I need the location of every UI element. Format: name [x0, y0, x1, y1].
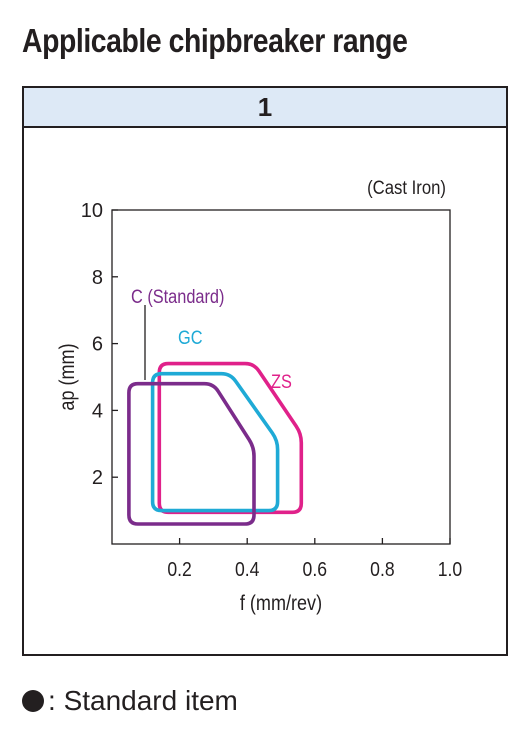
- y-tick-label: 8: [92, 267, 103, 289]
- y-tick-label: 4: [92, 400, 103, 422]
- filled-circle-icon: [22, 690, 44, 712]
- chart-panel: 1: [22, 86, 508, 656]
- plot-frame: [111, 209, 451, 545]
- x-axis-label: f (mm/rev): [240, 592, 322, 616]
- x-tick-label: 0.6: [303, 558, 327, 580]
- y-tick-label: 10: [81, 200, 103, 222]
- panel-header: 1: [24, 88, 506, 128]
- x-tick-label: 0.2: [167, 558, 191, 580]
- series-label-gc: GC: [178, 327, 203, 348]
- footnote: : Standard item: [22, 684, 238, 718]
- y-tick-label: 2: [92, 467, 103, 489]
- series-label-c-standard: C (Standard): [131, 286, 224, 307]
- x-tick-label: 0.8: [370, 558, 394, 580]
- region-c-standard: [127, 381, 256, 526]
- x-tick-label: 0.4: [235, 558, 259, 580]
- region-gc: [150, 371, 280, 513]
- page-title: Applicable chipbreaker range: [22, 22, 408, 59]
- y-axis-label: ap (mm): [56, 343, 80, 410]
- material-label: (Cast Iron): [367, 177, 446, 198]
- footnote-text: Standard item: [63, 685, 238, 716]
- y-tick-label: 6: [92, 334, 103, 356]
- x-tick-label: 1.0: [438, 558, 462, 580]
- footnote-separator: :: [48, 685, 56, 716]
- series-label-zs: ZS: [271, 371, 292, 392]
